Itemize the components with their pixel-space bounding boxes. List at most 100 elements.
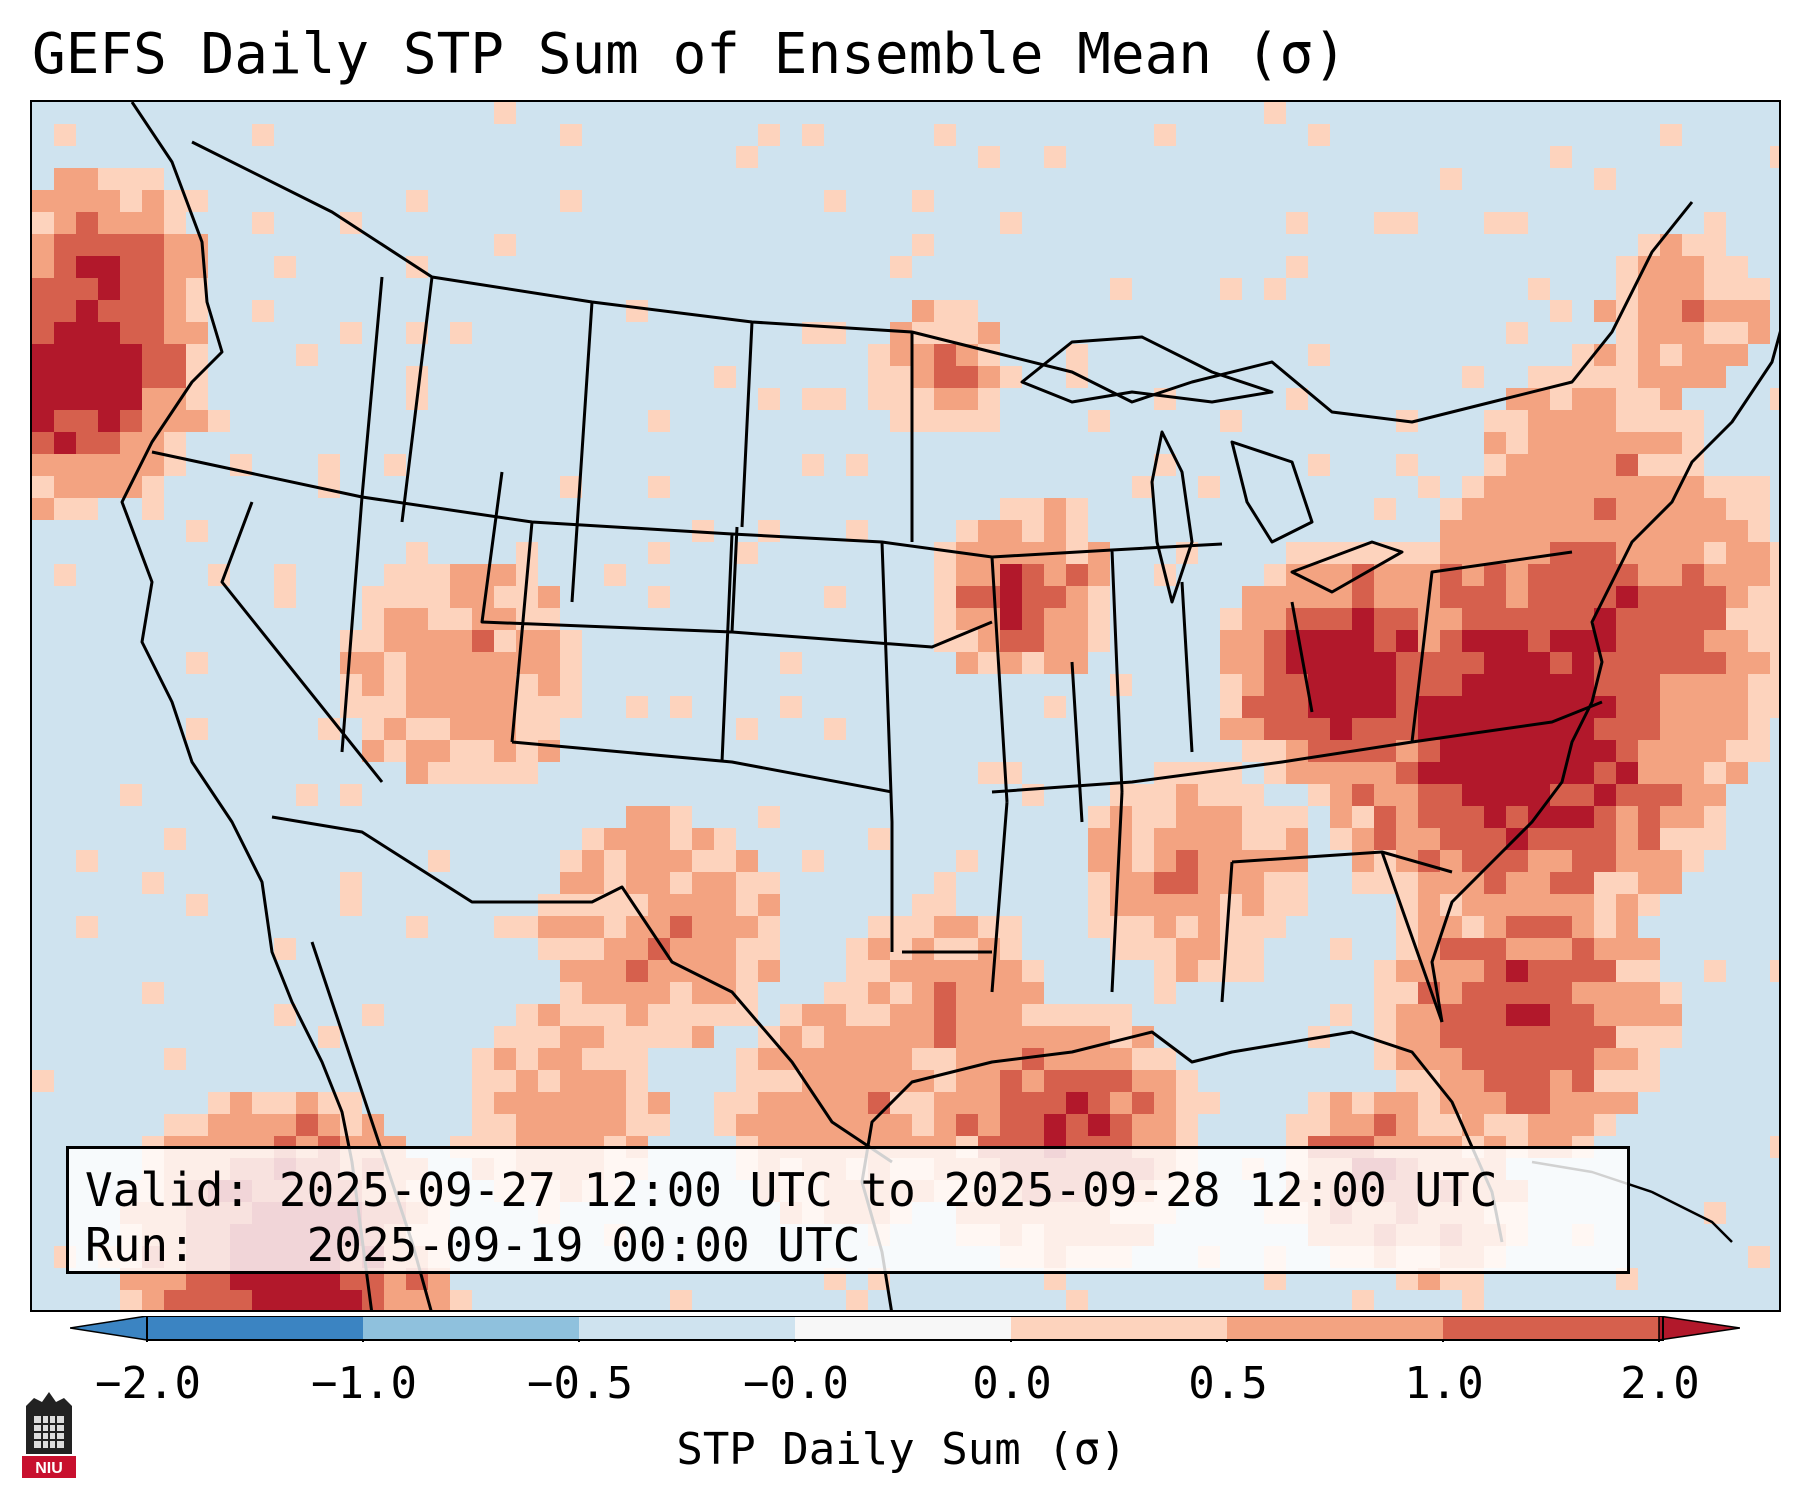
stp-cell <box>670 960 692 982</box>
stp-cell <box>1638 388 1660 410</box>
stp-cell <box>670 1026 692 1048</box>
lake-erie <box>1290 540 1404 594</box>
stp-cell <box>1286 630 1308 652</box>
stp-cell <box>1000 982 1022 1004</box>
stp-cell <box>1022 608 1044 630</box>
stp-cell <box>1638 542 1660 564</box>
stp-cell <box>1594 498 1616 520</box>
stp-cell <box>1682 366 1704 388</box>
stp-cell <box>1110 1048 1132 1070</box>
stp-cell <box>1154 806 1176 828</box>
stp-cell <box>142 410 164 432</box>
stp-cell <box>648 1092 670 1114</box>
stp-cell <box>736 938 758 960</box>
stp-cell <box>1638 894 1660 916</box>
stp-cell <box>1682 608 1704 630</box>
stp-cell <box>318 454 340 476</box>
stp-cell <box>1220 630 1242 652</box>
stp-cell <box>76 454 98 476</box>
stp-cell <box>516 674 538 696</box>
stp-cell <box>1374 762 1396 784</box>
stp-cell <box>1660 740 1682 762</box>
stp-cell <box>1000 1070 1022 1092</box>
stp-cells <box>32 102 1779 1310</box>
stp-cell <box>626 872 648 894</box>
stp-cell <box>1198 938 1220 960</box>
stp-cell <box>1660 542 1682 564</box>
stp-cell <box>1594 388 1616 410</box>
stp-cell <box>1748 520 1770 542</box>
stp-cell <box>758 894 780 916</box>
stp-cell <box>1572 850 1594 872</box>
stp-cell <box>1264 806 1286 828</box>
stp-cell <box>934 366 956 388</box>
stp-cell <box>1374 564 1396 586</box>
stp-cell <box>1660 1004 1682 1026</box>
stp-cell <box>1044 146 1066 168</box>
stp-cell <box>1396 960 1418 982</box>
stp-cell <box>1000 586 1022 608</box>
stp-cell <box>934 1048 956 1070</box>
stp-cell <box>1242 586 1264 608</box>
stp-cell <box>472 762 494 784</box>
stp-cell <box>1110 278 1132 300</box>
stp-cell <box>1748 586 1770 608</box>
stp-cell <box>1726 300 1748 322</box>
mexico-border <box>271 815 893 1164</box>
stp-cell <box>824 1048 846 1070</box>
stp-cell <box>1616 498 1638 520</box>
stp-cell <box>1000 520 1022 542</box>
stp-cell <box>1638 476 1660 498</box>
stp-cell <box>1594 454 1616 476</box>
stp-cell <box>142 476 164 498</box>
stp-cell <box>1660 410 1682 432</box>
stp-cell <box>1110 850 1132 872</box>
stp-cell <box>1572 520 1594 542</box>
stp-cell <box>1660 696 1682 718</box>
stp-cell <box>494 762 516 784</box>
atlantic-coast <box>1430 330 1779 1023</box>
stp-cell <box>1484 608 1506 630</box>
stp-cell <box>1418 872 1440 894</box>
stp-cell <box>1264 674 1286 696</box>
stp-cell <box>1044 1026 1066 1048</box>
stp-cell <box>1550 1070 1572 1092</box>
stp-cell <box>1242 674 1264 696</box>
stp-cell <box>1132 894 1154 916</box>
stp-cell <box>120 322 142 344</box>
stp-cell <box>934 124 956 146</box>
tick-label: 0.0 <box>972 1358 1052 1409</box>
stp-cell <box>1000 608 1022 630</box>
stp-cell <box>1286 872 1308 894</box>
stp-cell <box>1462 586 1484 608</box>
stp-cell <box>1572 872 1594 894</box>
stp-cell <box>1638 938 1660 960</box>
stp-cell <box>1550 916 1572 938</box>
map-panel[interactable] <box>30 100 1781 1312</box>
stp-cell <box>1704 520 1726 542</box>
stp-cell <box>912 388 934 410</box>
stp-cell <box>1110 894 1132 916</box>
stp-cell <box>1396 1092 1418 1114</box>
stp-cell <box>1044 608 1066 630</box>
stp-cell <box>802 124 824 146</box>
stp-cell <box>1440 938 1462 960</box>
stp-cell <box>1660 564 1682 586</box>
stp-cell <box>164 432 186 454</box>
stp-cell <box>1440 498 1462 520</box>
stp-cell <box>626 850 648 872</box>
stp-cell <box>1616 256 1638 278</box>
stp-cell <box>1572 806 1594 828</box>
stp-cell <box>1352 608 1374 630</box>
stp-cell <box>1154 828 1176 850</box>
stp-cell <box>846 454 868 476</box>
stp-cell <box>1264 630 1286 652</box>
stp-cell <box>186 388 208 410</box>
stp-cell <box>1264 102 1286 124</box>
stp-cell <box>648 982 670 1004</box>
stp-cell <box>1374 652 1396 674</box>
stp-cell <box>1044 586 1066 608</box>
stp-cell <box>1484 630 1506 652</box>
stp-cell <box>1374 696 1396 718</box>
stp-cell <box>1506 850 1528 872</box>
